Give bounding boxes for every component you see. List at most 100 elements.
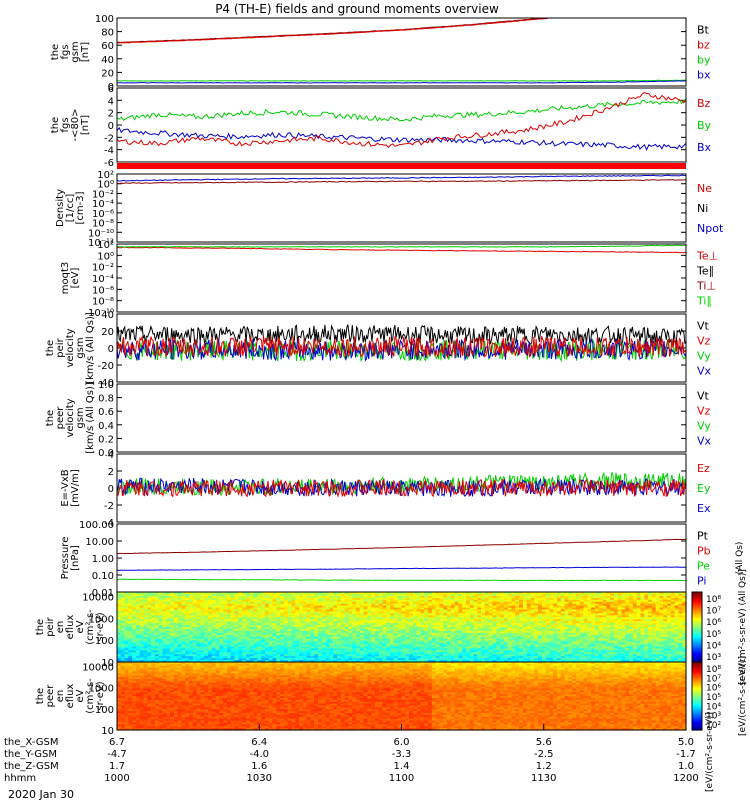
heatmap-cell: [230, 654, 236, 657]
heatmap-cell: [162, 660, 167, 663]
heatmap-cell: [405, 638, 410, 642]
heatmap-cell: [211, 646, 217, 649]
heatmap-cell: [337, 650, 342, 653]
heatmap-cell: [583, 592, 588, 595]
heatmap-cell: [268, 652, 274, 655]
heatmap-cell: [185, 644, 190, 648]
heatmap-cell: [238, 613, 243, 616]
heatmap-cell: [553, 648, 558, 651]
heatmap-cell: [318, 636, 323, 640]
heatmap-cell: [177, 617, 183, 620]
heatmap-cell: [435, 658, 441, 661]
heatmap-cell: [166, 630, 171, 634]
heatmap-cell: [481, 638, 486, 642]
heatmap-cell: [473, 599, 478, 603]
heatmap-cell: [390, 636, 395, 640]
heatmap-cell: [374, 642, 380, 646]
heatmap-cell: [507, 660, 513, 663]
heatmap-cell: [602, 592, 607, 595]
heatmap-cell: [245, 630, 251, 634]
heatmap-cell: [249, 599, 255, 603]
heatmap-cell: [473, 627, 478, 630]
heatmap-cell: [549, 609, 554, 613]
heatmap-cell: [522, 656, 528, 659]
heatmap-cell: [306, 603, 312, 607]
heatmap-cell: [443, 609, 448, 613]
heatmap-cell: [227, 646, 232, 649]
heatmap-cell: [465, 627, 471, 630]
heatmap-cell: [249, 605, 255, 609]
heatmap-cell: [462, 632, 467, 636]
heatmap-cell: [280, 642, 285, 646]
heatmap-cell: [359, 640, 365, 644]
heatmap-cell: [594, 644, 600, 648]
heatmap-cell: [538, 607, 543, 611]
heatmap-cell: [447, 619, 452, 622]
heatmap-cell: [147, 660, 152, 663]
heatmap-cell: [143, 650, 148, 653]
heatmap-cell: [557, 652, 562, 655]
heatmap-cell: [568, 615, 573, 618]
heatmap-cell: [522, 636, 528, 640]
heatmap-cell: [496, 658, 501, 661]
heatmap-cell: [166, 611, 171, 614]
heatmap-cell: [329, 644, 334, 648]
heatmap-cell: [397, 632, 403, 636]
heatmap-cell: [519, 619, 524, 622]
heatmap-cell: [272, 619, 277, 622]
heatmap-cell: [477, 621, 482, 624]
heatmap-cell: [409, 650, 414, 653]
heatmap-cell: [526, 636, 532, 640]
heatmap-cell: [473, 595, 478, 599]
heatmap-cell: [249, 601, 255, 605]
heatmap-cell: [117, 630, 122, 634]
heatmap-cell: [257, 650, 262, 653]
heatmap-cell: [215, 617, 221, 620]
heatmap-cell: [117, 609, 122, 613]
heatmap-cell: [242, 652, 247, 655]
heatmap-cell: [412, 627, 418, 630]
heatmap-cell: [447, 623, 452, 626]
heatmap-cell: [458, 632, 463, 636]
heatmap-cell: [462, 650, 467, 653]
heatmap-cell: [386, 636, 391, 640]
heatmap-cell: [405, 632, 410, 636]
heatmap-cell: [325, 611, 331, 614]
heatmap-cell: [579, 644, 585, 648]
heatmap-cell: [424, 619, 429, 622]
heatmap-cell: [154, 652, 160, 655]
panel-frame: [116, 243, 687, 313]
heatmap-cell: [264, 636, 270, 640]
heatmap-cell: [481, 603, 486, 607]
heatmap-cell: [420, 601, 425, 605]
heatmap-cell: [393, 627, 399, 630]
heatmap-cell: [264, 601, 270, 605]
legend-ey: Ey: [697, 482, 711, 495]
heatmap-cell: [268, 617, 274, 620]
heatmap-cell: [390, 607, 395, 611]
heatmap-cell: [181, 625, 186, 628]
heatmap-cell: [484, 595, 490, 599]
heatmap-cell: [511, 638, 516, 642]
heatmap-cell: [359, 619, 365, 622]
heatmap-cell: [606, 623, 611, 626]
heatmap-cell: [257, 593, 262, 597]
heatmap-cell: [560, 617, 566, 620]
heatmap-cell: [572, 628, 577, 632]
heatmap-cell: [227, 648, 232, 651]
heatmap-cell: [211, 648, 217, 651]
heatmap-cell: [242, 650, 247, 653]
heatmap-cell: [147, 628, 152, 632]
heatmap-cell: [382, 619, 387, 622]
heatmap-cell: [454, 613, 459, 616]
heatmap-cell: [378, 611, 384, 614]
heatmap-cell: [181, 617, 186, 620]
heatmap-cell: [465, 638, 471, 642]
heatmap-cell: [401, 644, 406, 648]
heatmap-cell: [185, 625, 190, 628]
heatmap-cell: [594, 603, 600, 607]
heatmap-cell: [318, 627, 323, 630]
heatmap-cell: [355, 652, 361, 655]
heatmap-cell: [355, 658, 361, 661]
heatmap-cell: [492, 646, 497, 649]
